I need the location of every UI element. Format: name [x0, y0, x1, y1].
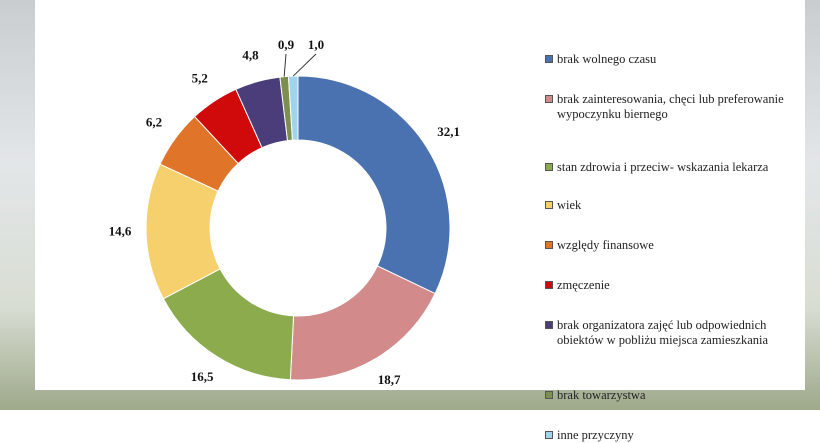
legend-item: wiek — [545, 198, 800, 213]
legend-swatch — [545, 55, 553, 63]
legend-item: zmęczenie — [545, 278, 800, 293]
donut-segment — [289, 265, 436, 381]
legend-item: brak organizatora zajęć lub odpowiednich… — [545, 318, 800, 348]
leader-line — [283, 53, 287, 77]
leader-line — [292, 53, 317, 77]
legend: brak wolnego czasu brak zainteresowania, … — [545, 52, 800, 443]
legend-label: względy finansowe — [557, 238, 654, 252]
donut-segment — [287, 75, 299, 141]
value-label: 14,6 — [109, 223, 132, 238]
legend-label: wiek — [557, 198, 582, 212]
legend-item: brak zainteresowania, chęci lub preferow… — [545, 92, 800, 122]
legend-swatch — [545, 391, 553, 399]
legend-label: stan zdrowia i przeciw- wskazania lekarz… — [557, 160, 769, 174]
legend-item: brak towarzystwa — [545, 388, 800, 403]
legend-swatch — [545, 321, 553, 329]
legend-item: inne przyczyny — [545, 428, 800, 443]
value-label: 32,1 — [437, 124, 460, 139]
donut-segment — [297, 75, 451, 295]
legend-swatch — [545, 241, 553, 249]
chart: 32,1 18,7 16,5 14,6 6,2 5,2 4,8 0,9 1,0 — [109, 37, 460, 387]
legend-item: stan zdrowia i przeciw- wskazania lekarz… — [545, 160, 800, 175]
legend-label: brak zainteresowania, chęci lub preferow… — [557, 92, 784, 121]
legend-label: inne przyczyny — [557, 428, 634, 442]
legend-label: brak wolnego czasu — [557, 52, 657, 66]
value-label: 6,2 — [146, 114, 162, 129]
legend-swatch — [545, 95, 553, 103]
legend-label: brak organizatora zajęć lub odpowiednich… — [557, 318, 769, 347]
legend-label: zmęczenie — [557, 278, 610, 292]
value-label: 4,8 — [242, 47, 259, 62]
legend-swatch — [545, 281, 553, 289]
value-label: 5,2 — [192, 71, 208, 86]
legend-swatch — [545, 163, 553, 171]
value-label: 1,0 — [308, 37, 324, 52]
legend-swatch — [545, 201, 553, 209]
value-label: 16,5 — [191, 369, 214, 384]
value-label: 18,7 — [378, 372, 401, 387]
legend-label: brak towarzystwa — [557, 388, 646, 402]
legend-swatch — [545, 431, 553, 439]
legend-item: brak wolnego czasu — [545, 52, 800, 67]
value-label: 0,9 — [278, 37, 295, 52]
legend-item: względy finansowe — [545, 238, 800, 253]
